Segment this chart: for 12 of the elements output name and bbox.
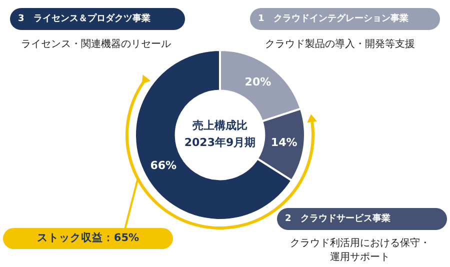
slice-label: 2 クラウドサービス事業 bbox=[277, 208, 447, 230]
data-label: 66% bbox=[150, 158, 177, 172]
text: 売上構成比 bbox=[192, 118, 248, 134]
text: 2023年9月期 bbox=[183, 135, 257, 151]
data-label: 14% bbox=[270, 136, 298, 149]
slice-label: 1 クラウドインテグレーション事業 bbox=[250, 8, 440, 30]
text: ライセンス・関連機器のリセール bbox=[21, 38, 171, 52]
slice-label: 3 ライセンス＆プロダクツ事業 bbox=[10, 8, 185, 30]
text: クラウド利活用における保守・運用サポート bbox=[289, 237, 431, 265]
text: ストック収益：65% bbox=[3, 228, 173, 249]
text: クラウド製品の導入・開発等支援 bbox=[265, 38, 415, 52]
data-label: 20% bbox=[244, 76, 272, 89]
